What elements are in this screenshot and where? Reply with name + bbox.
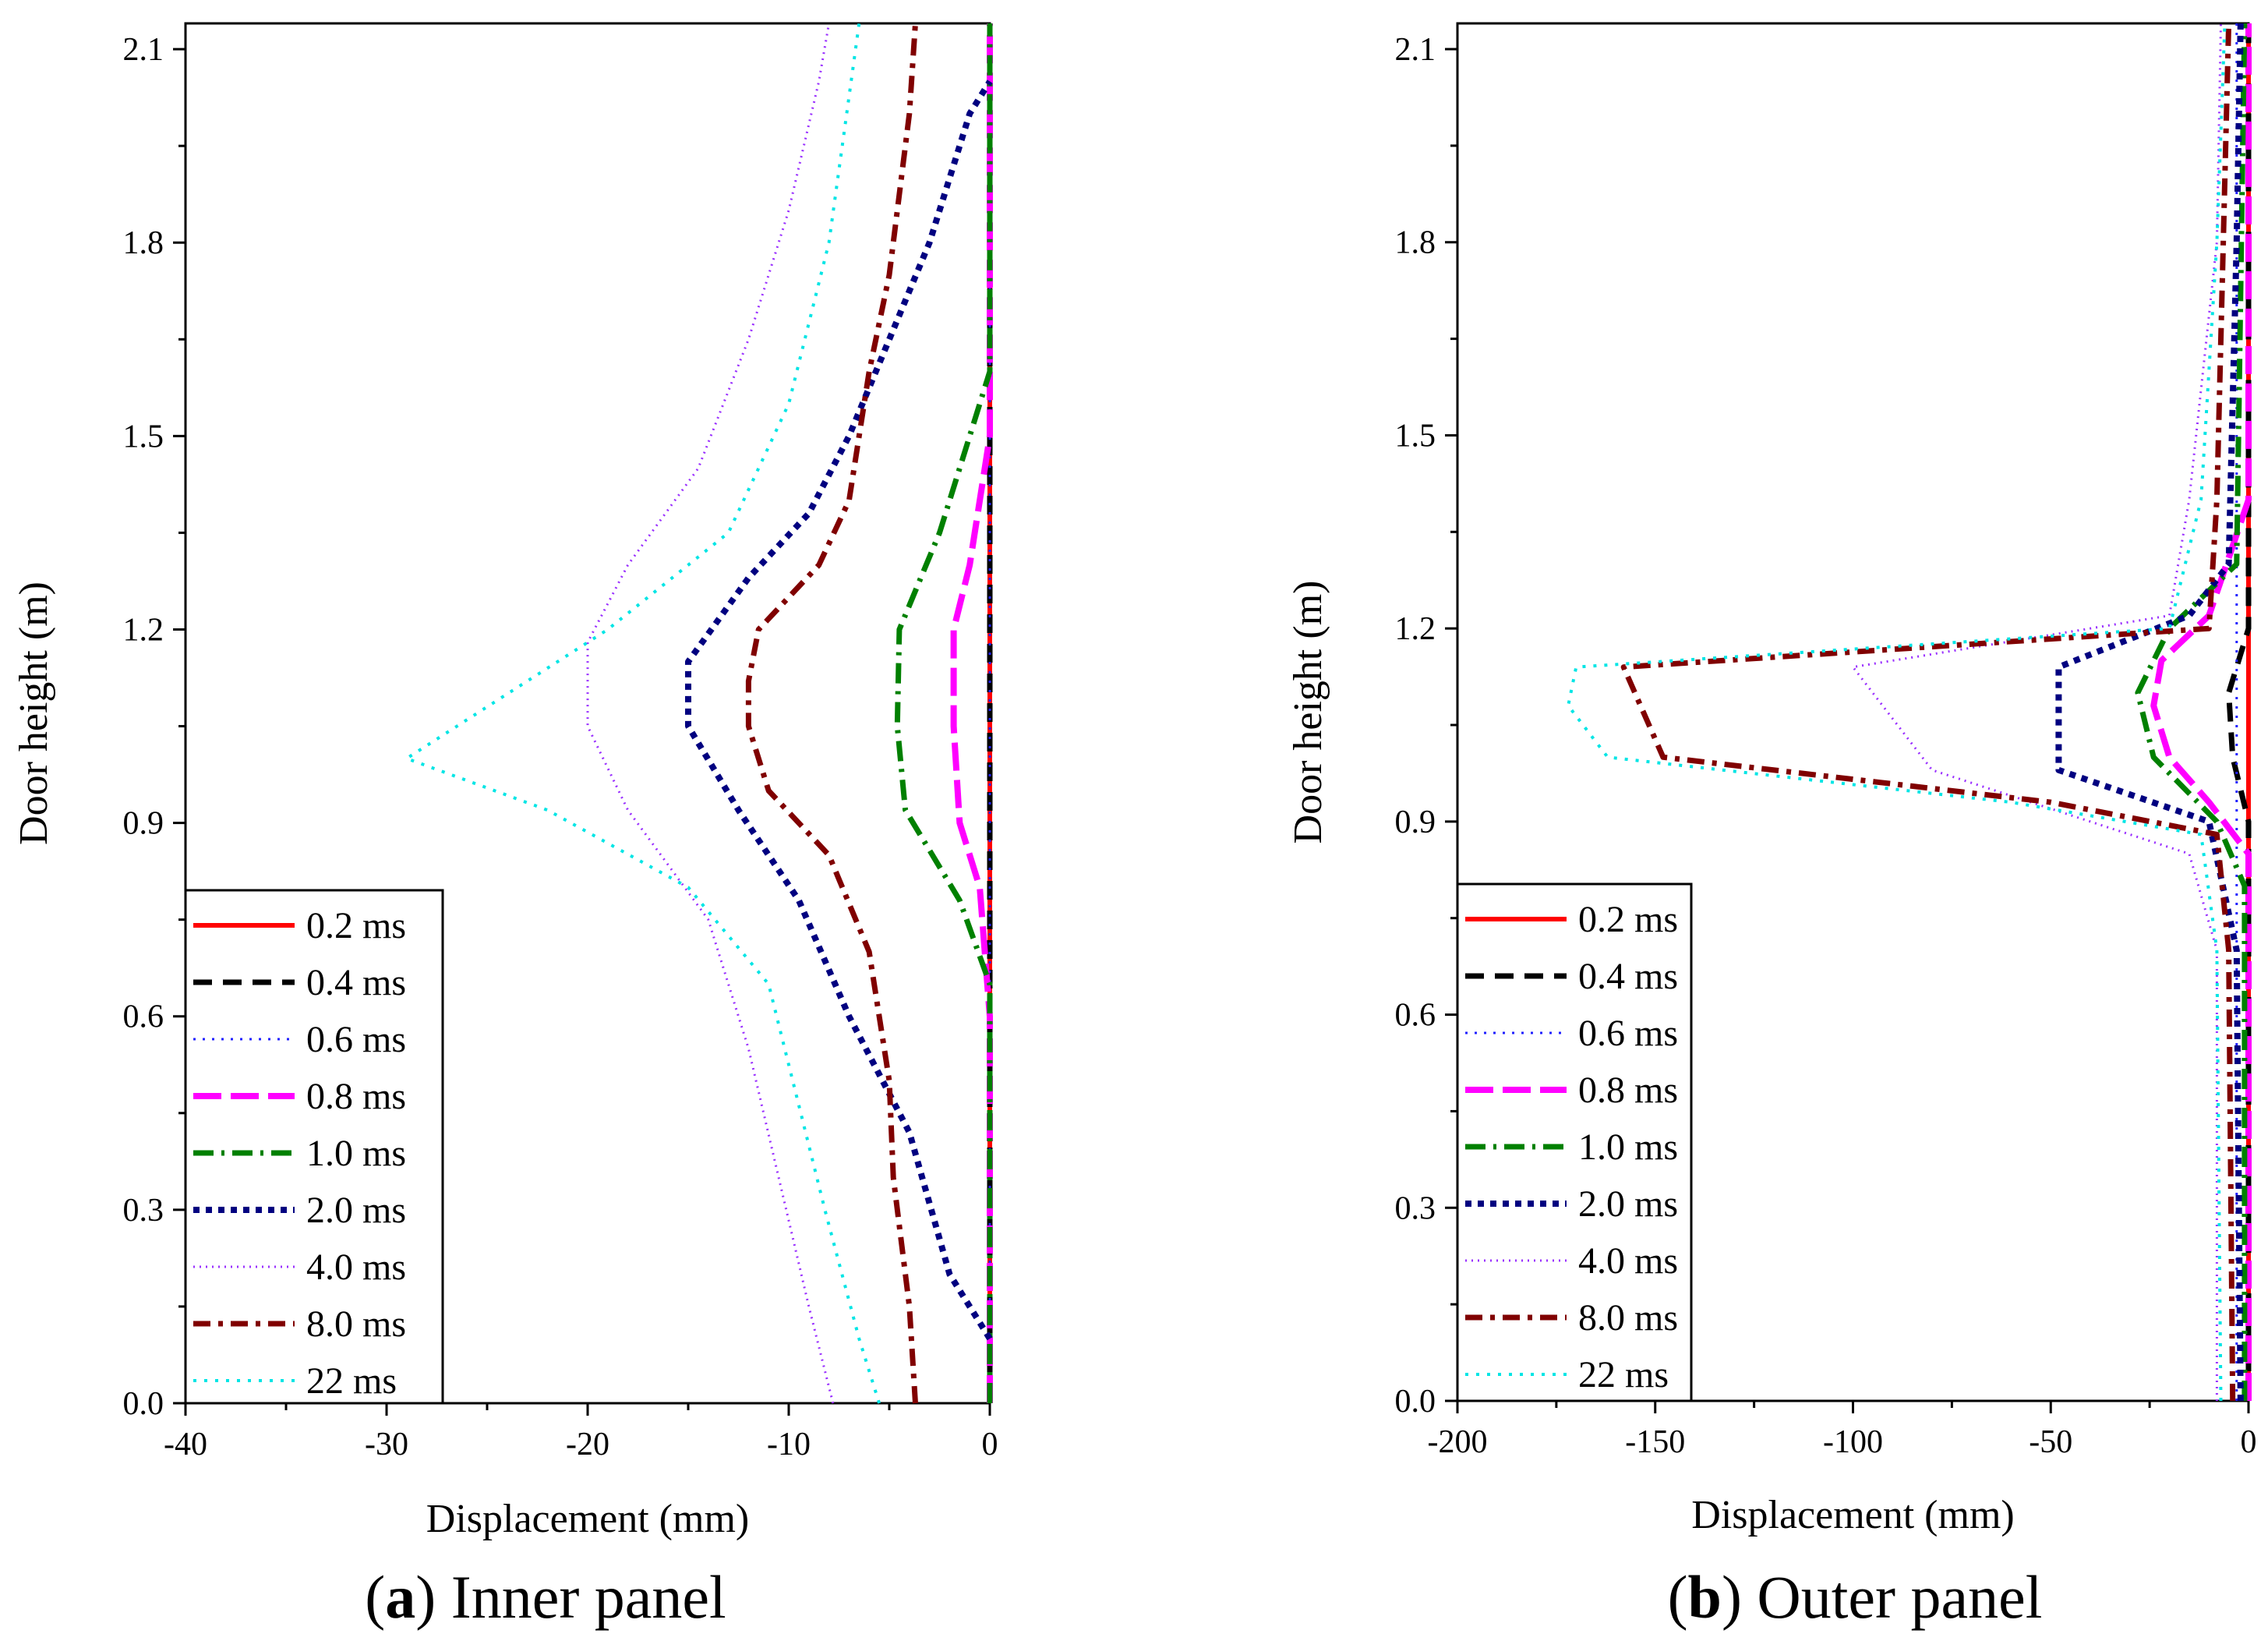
series-line-1-0-ms xyxy=(894,23,993,1403)
legend-box xyxy=(1456,882,1693,1402)
series-line-0-8-ms xyxy=(950,23,993,1403)
y-tick-label: 1.2 xyxy=(1395,611,1436,647)
caption-text: Inner panel xyxy=(436,1563,726,1631)
y-axis-title: Door height (m) xyxy=(12,582,56,845)
x-tick-label: -150 xyxy=(1625,1424,1685,1460)
series-line-0-4-ms xyxy=(2226,23,2252,1401)
legend-label: 0.2 ms xyxy=(1578,899,1678,940)
y-tick-label: 0.0 xyxy=(123,1386,164,1422)
x-tick-label: -30 xyxy=(365,1427,408,1462)
y-tick-label: 1.2 xyxy=(123,612,164,648)
series-line-2-0-ms xyxy=(2055,23,2244,1402)
x-tick-label: -20 xyxy=(566,1427,609,1462)
series-group xyxy=(1567,23,2252,1402)
x-tick-label: -200 xyxy=(1428,1424,1488,1460)
legend-label: 0.8 ms xyxy=(1578,1070,1678,1111)
legend-label: 4.0 ms xyxy=(306,1247,406,1288)
panel-a: 0.0 0.3 0.6 0.9 1.2 1.5 1.8 2.1 -40 -30 -20 -10 0 0.2… xyxy=(12,22,998,1631)
y-tick-label: 0.0 xyxy=(1395,1384,1436,1420)
x-tick-label: 0 xyxy=(982,1427,998,1462)
x-tick-label: -40 xyxy=(164,1427,207,1462)
legend-label: 4.0 ms xyxy=(1578,1240,1678,1282)
y-tick-label: 0.3 xyxy=(1395,1190,1436,1226)
legend-label: 0.2 ms xyxy=(306,905,406,946)
legend: 0.2 ms 0.4 ms 0.6 ms 0.8 ms 1.0 ms 2.0 ms 4.0 … xyxy=(1456,882,1693,1402)
series-line-8-0-ms xyxy=(1620,23,2236,1402)
legend-label: 22 ms xyxy=(1578,1354,1669,1395)
y-tick-label: 1.8 xyxy=(123,225,164,261)
legend-label: 22 ms xyxy=(306,1360,397,1402)
legend-label: 2.0 ms xyxy=(306,1190,406,1231)
legend-label: 0.6 ms xyxy=(1578,1013,1678,1054)
x-axis-title: Displacement (mm) xyxy=(1691,1493,2014,1537)
legend-label: 8.0 ms xyxy=(1578,1297,1678,1339)
y-tick-label: 0.9 xyxy=(123,806,164,842)
caption-close-paren: ) xyxy=(1722,1563,1742,1631)
legend-label: 2.0 ms xyxy=(1578,1183,1678,1225)
legend-box xyxy=(184,889,444,1405)
caption-label: a xyxy=(385,1563,415,1631)
legend: 0.2 ms 0.4 ms 0.6 ms 0.8 ms 1.0 ms 2.0 ms 4.0 … xyxy=(184,889,444,1405)
caption-open-paren: ( xyxy=(365,1563,385,1631)
y-tick-label: 1.5 xyxy=(123,419,164,454)
legend-label: 8.0 ms xyxy=(306,1303,406,1345)
caption-text: Outer panel xyxy=(1742,1563,2043,1631)
series-line-2-0-ms xyxy=(685,80,993,1341)
y-tick-label: 0.6 xyxy=(1395,998,1436,1034)
y-tick-label: 1.5 xyxy=(1395,418,1436,454)
caption-open-paren: ( xyxy=(1668,1563,1688,1631)
series-line-8-0-ms xyxy=(745,23,918,1404)
caption-label: b xyxy=(1688,1563,1722,1631)
x-tick-label: -50 xyxy=(2029,1424,2072,1460)
x-axis-title: Displacement (mm) xyxy=(426,1497,749,1541)
panel-caption: (b) Outer panel xyxy=(1668,1563,2043,1631)
y-tick-label: 0.6 xyxy=(123,999,164,1035)
series-line-4-0-ms xyxy=(586,23,835,1404)
x-tick-label: -100 xyxy=(1823,1424,1883,1460)
series-line-22-ms xyxy=(404,23,881,1404)
caption-close-paren: ) xyxy=(415,1563,436,1631)
panel-caption: (a) Inner panel xyxy=(365,1563,726,1631)
y-axis-title: Door height (m) xyxy=(1286,581,1330,844)
legend-label: 0.6 ms xyxy=(306,1019,406,1060)
panel-b: 0.0 0.3 0.6 0.9 1.2 1.5 1.8 2.1 -200 -150 -100 -50 0… xyxy=(1286,22,2257,1631)
legend-label: 0.8 ms xyxy=(306,1076,406,1117)
y-tick-label: 0.9 xyxy=(1395,805,1436,840)
legend-label: 1.0 ms xyxy=(306,1133,406,1174)
series-line-1-0-ms xyxy=(2135,23,2248,1401)
legend-label: 1.0 ms xyxy=(1578,1126,1678,1168)
y-tick-label: 2.1 xyxy=(1395,32,1436,68)
series-line-4-0-ms xyxy=(1852,23,2222,1401)
x-tick-label: 0 xyxy=(2241,1424,2257,1460)
x-tick-label: -10 xyxy=(767,1427,811,1462)
series-line-0-8-ms xyxy=(2150,23,2252,1401)
y-tick-label: 0.3 xyxy=(123,1193,164,1229)
y-tick-label: 1.8 xyxy=(1395,225,1436,261)
y-tick-label: 2.1 xyxy=(123,32,164,68)
legend-label: 0.4 ms xyxy=(1578,956,1678,997)
series-group xyxy=(404,23,993,1404)
legend-label: 0.4 ms xyxy=(306,962,406,1003)
